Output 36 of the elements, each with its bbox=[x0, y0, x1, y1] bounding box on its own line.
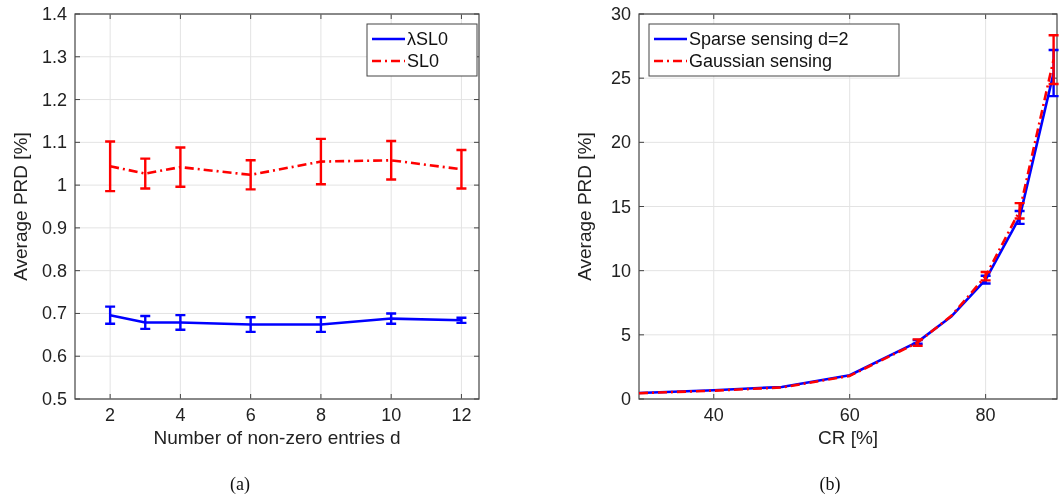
legend-label: Gaussian sensing bbox=[689, 51, 833, 71]
y-tick-label: 1 bbox=[56, 175, 67, 196]
x-tick-label: 4 bbox=[175, 405, 186, 425]
y-tick-label: 1.4 bbox=[41, 4, 67, 24]
x-tick-label: 2 bbox=[105, 405, 116, 425]
y-tick-label: 1.3 bbox=[41, 46, 67, 67]
y-tick-label: 1.1 bbox=[41, 132, 67, 153]
x-tick-label: 10 bbox=[381, 405, 402, 425]
text: (b) bbox=[819, 474, 841, 495]
x-axis-title: Number of non-zero entries d bbox=[153, 427, 401, 448]
y-tick-label: 5 bbox=[620, 324, 631, 345]
y-tick-label: 0.5 bbox=[41, 389, 67, 409]
x-tick-label: 80 bbox=[975, 405, 996, 425]
y-tick-label: 15 bbox=[610, 196, 631, 217]
y-tick-label: 0.8 bbox=[41, 260, 67, 281]
x-tick-label: 6 bbox=[245, 405, 256, 425]
y-tick-label: 0.9 bbox=[41, 217, 67, 238]
y-tick-label: 30 bbox=[610, 4, 631, 24]
text: (a) bbox=[230, 474, 250, 495]
x-axis-title: CR [%] bbox=[817, 427, 879, 448]
x-tick-label: 60 bbox=[839, 405, 860, 425]
y-tick-label: 1.2 bbox=[41, 89, 67, 110]
x-tick-label: 40 bbox=[703, 405, 724, 425]
x-tick-label: 12 bbox=[451, 405, 472, 425]
x-tick-label: 8 bbox=[315, 405, 326, 425]
y-tick-label: 10 bbox=[610, 260, 631, 281]
y-tick-label: 0.6 bbox=[41, 346, 67, 367]
y-axis-title: Average PRD [%] bbox=[574, 132, 595, 281]
y-tick-label: 0 bbox=[620, 389, 631, 409]
y-tick-label: 25 bbox=[610, 68, 631, 89]
y-tick-label: 0.7 bbox=[41, 303, 67, 324]
y-axis-title: Average PRD [%] bbox=[10, 132, 31, 281]
legend-label: SL0 bbox=[407, 51, 440, 71]
y-tick-label: 20 bbox=[610, 132, 631, 153]
legend-label: λSL0 bbox=[407, 29, 449, 49]
legend-label: Sparse sensing d=2 bbox=[689, 29, 849, 49]
